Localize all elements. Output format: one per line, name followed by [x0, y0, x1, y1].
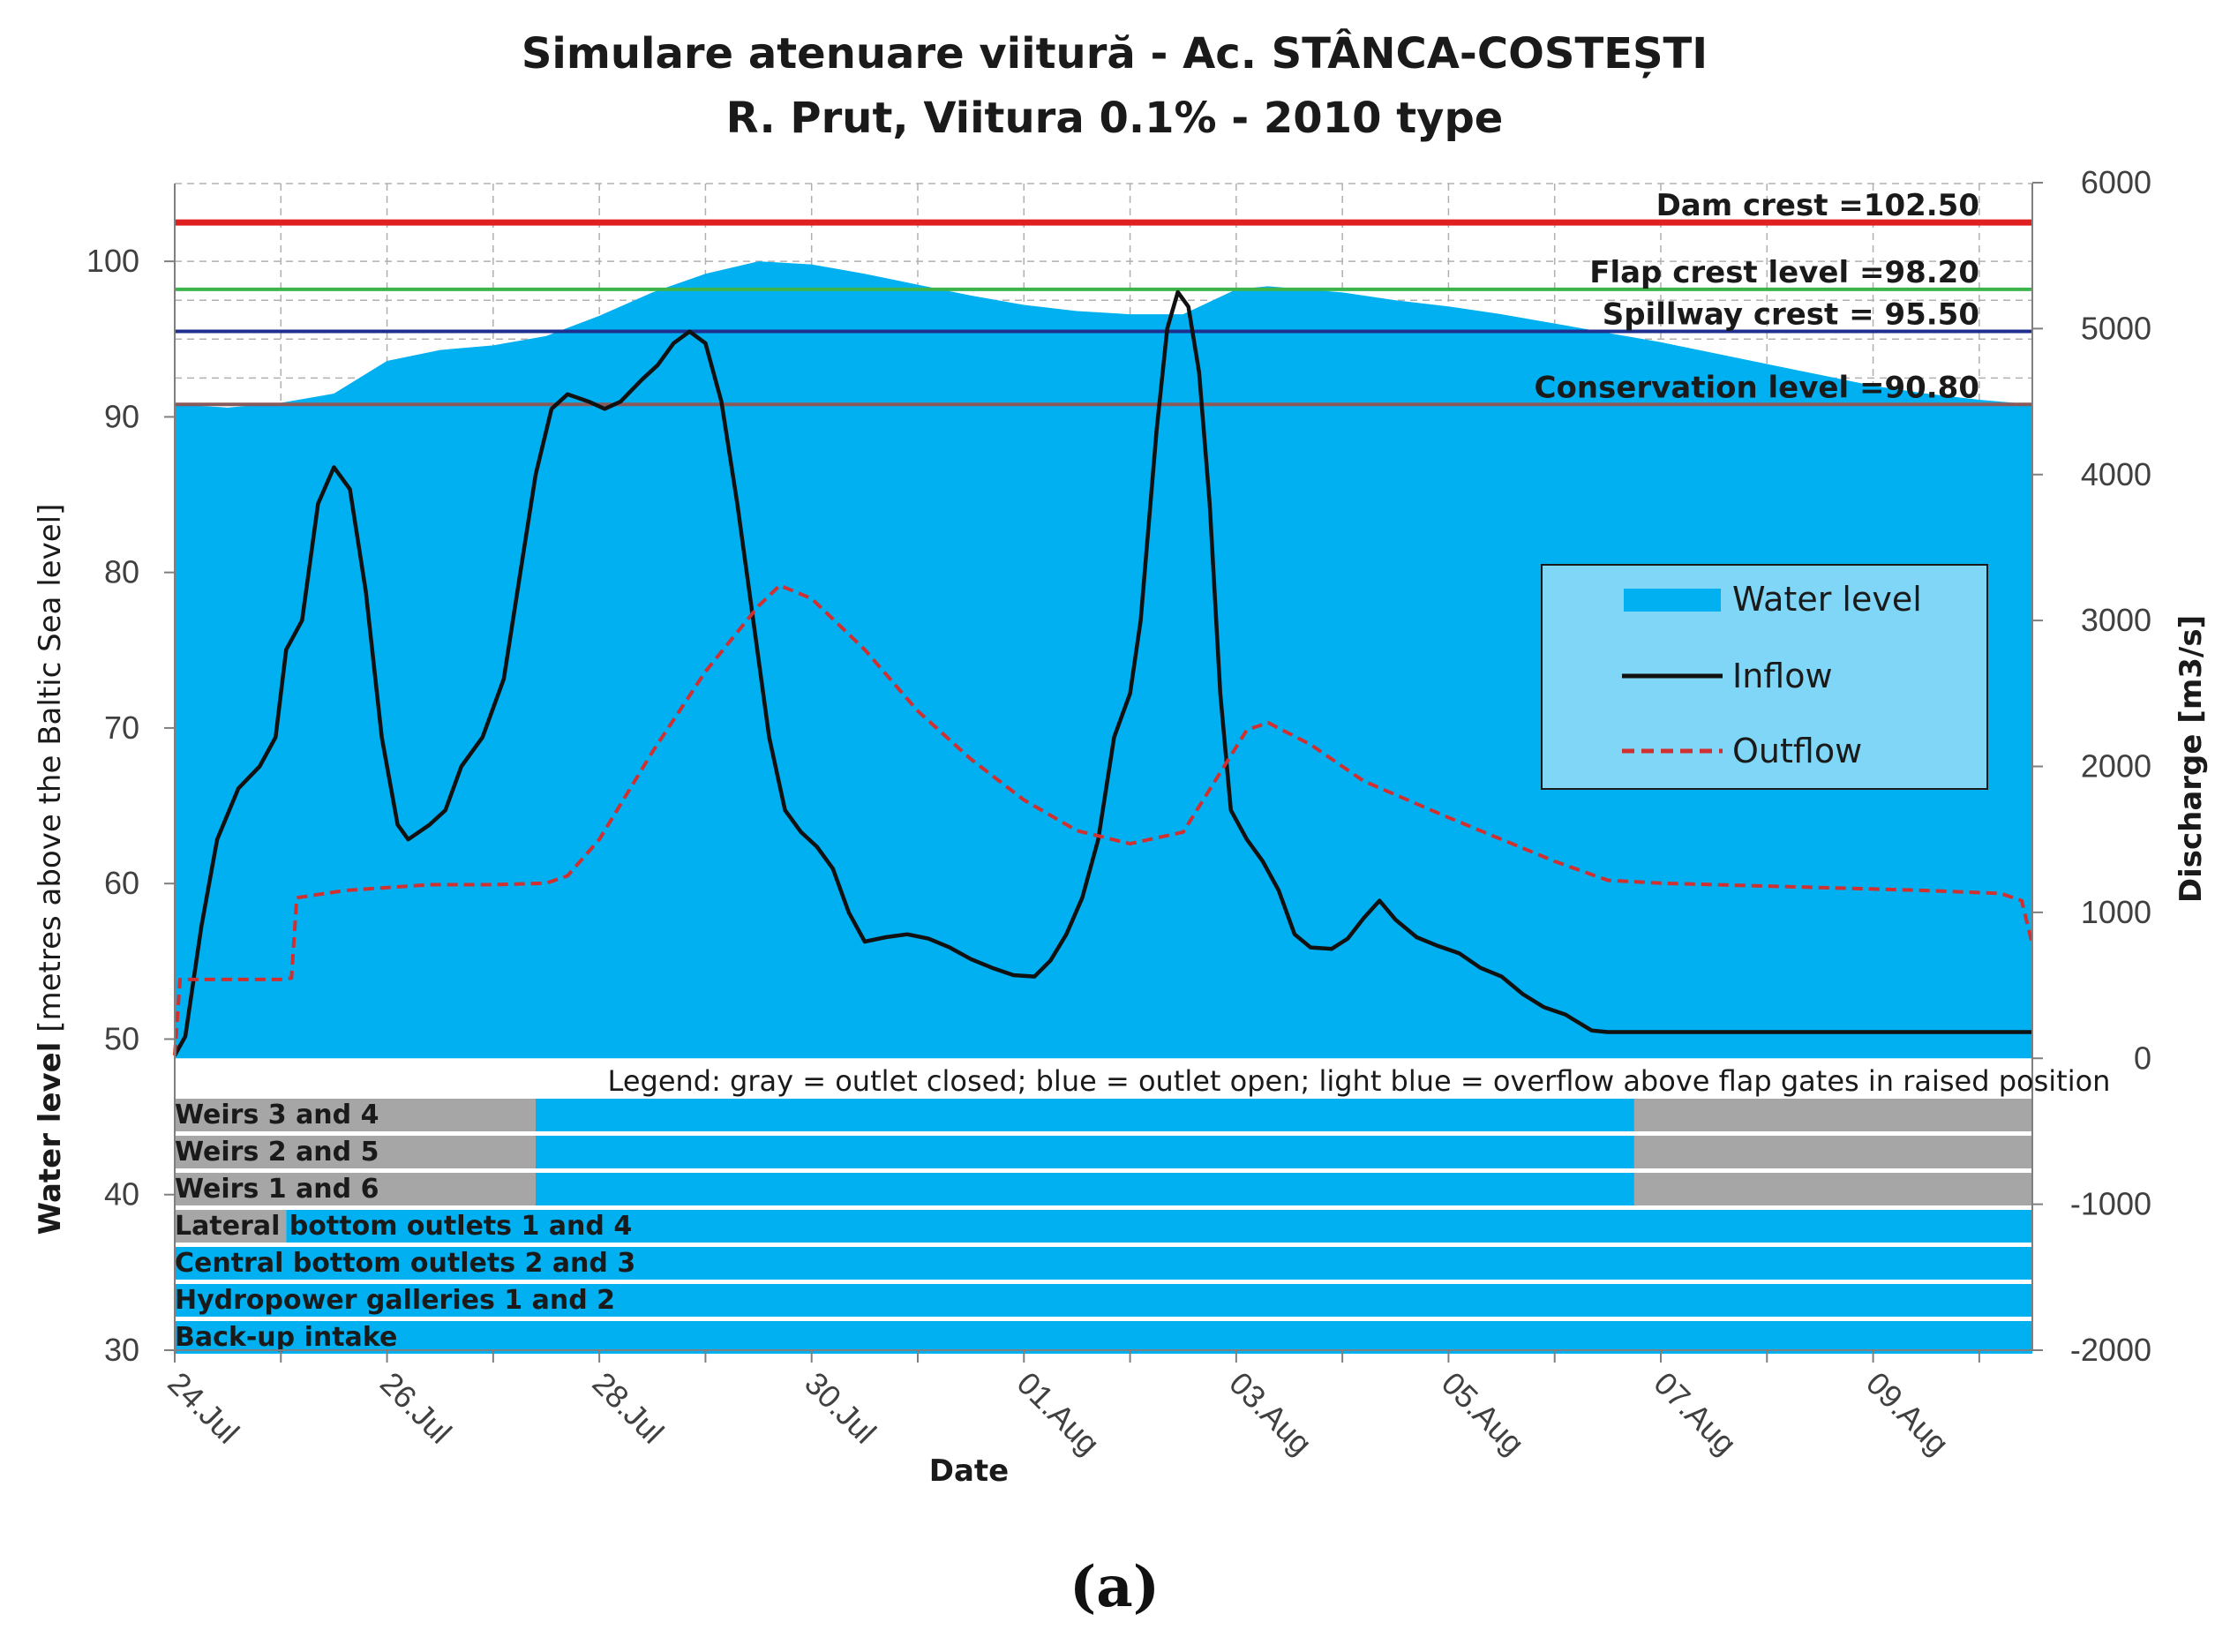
x-tick-label: 03.Aug	[1222, 1365, 1319, 1462]
gate-segment	[175, 1284, 2032, 1317]
gate-segment	[1633, 1136, 2032, 1168]
gate-legend-note: Legend: gray = outlet closed; blue = out…	[608, 1064, 2111, 1098]
y-tick-label: 100	[86, 243, 139, 279]
panel-label: (a)	[1070, 1554, 1160, 1620]
y-axis-title: Water level [metres above the Baltic Sea…	[33, 504, 68, 1235]
gate-segment	[535, 1173, 1634, 1205]
y2-tick-label: 5000	[2081, 310, 2151, 346]
legend-inflow-label: Inflow	[1732, 657, 1833, 695]
gate-segment	[175, 1321, 2032, 1354]
gate-segment	[286, 1210, 2032, 1243]
y-tick-label: 90	[104, 398, 139, 434]
reference-label-1: Flap crest level =98.20	[1589, 255, 1979, 290]
y-axis-title-rest: [metres above the Baltic Sea level]	[33, 504, 68, 1042]
chart-title-line2: R. Prut, Viitura 0.1% - 2010 type	[726, 94, 1504, 143]
legend-outflow-label: Outflow	[1732, 732, 1862, 770]
y-tick-label: 40	[104, 1176, 139, 1213]
x-tick-label: 26.Jul	[373, 1365, 459, 1451]
legend: Water level Inflow Outflow	[1541, 564, 1988, 790]
gate-status-bars: Weirs 3 and 4 Weirs 2 and 5 Weirs 1 and 6 L…	[175, 1099, 2032, 1354]
reference-lines: Dam crest =102.50 Flap crest level =98.20…	[175, 188, 2032, 407]
gate-segment	[175, 1136, 536, 1168]
inflow-line	[173, 289, 2032, 1056]
water-level-area	[175, 261, 2032, 1059]
x-tick-label: 05.Aug	[1435, 1365, 1532, 1462]
gate-label: Weirs 3 and 4	[175, 1100, 379, 1130]
y-tick-label: 60	[104, 865, 139, 901]
y-tick-label: 80	[104, 554, 139, 590]
gate-segment	[175, 1173, 536, 1205]
gate-segment	[1633, 1099, 2032, 1131]
y-axis-title-bold: Water level	[33, 1042, 68, 1235]
reference-label-0: Dam crest =102.50	[1656, 188, 1979, 223]
x-tick-label: 30.Jul	[798, 1365, 883, 1451]
water-level-area-layer	[175, 261, 2032, 1059]
y2-axis-title: Discharge [m3/s]	[2174, 615, 2209, 903]
outflow-line	[173, 583, 2034, 1056]
y-tick-label: 30	[104, 1332, 139, 1368]
x-tick-label: 01.Aug	[1010, 1365, 1107, 1462]
gate-segment	[175, 1247, 2032, 1280]
gate-label: Weirs 2 and 5	[175, 1137, 379, 1168]
gate-label: Lateral bottom outlets 1 and 4	[175, 1211, 632, 1242]
legend-water-level-swatch	[1624, 589, 1721, 612]
y2-tick-label: -1000	[2070, 1186, 2151, 1222]
y-tick-label: 70	[104, 710, 139, 746]
y2-tick-label: 4000	[2081, 456, 2151, 492]
y2-tick-label: 0	[2134, 1040, 2151, 1076]
discharge-lines	[173, 289, 2034, 1056]
gate-segment	[175, 1210, 287, 1243]
gate-segment	[535, 1136, 1634, 1168]
y2-tick-label: 2000	[2081, 748, 2151, 785]
reference-label-3: Conservation level =90.80	[1535, 370, 1979, 405]
gate-label: Weirs 1 and 6	[175, 1174, 379, 1205]
y2-tick-label: 1000	[2081, 894, 2151, 930]
x-tick-label: 24.Jul	[161, 1365, 246, 1451]
x-axis-title: Date	[929, 1453, 1009, 1489]
reference-label-2: Spillway crest = 95.50	[1603, 297, 1979, 332]
gate-label: Back-up intake	[175, 1322, 397, 1353]
y-tick-label: 50	[104, 1020, 139, 1056]
gate-segment	[535, 1099, 1634, 1131]
gate-label: Central bottom outlets 2 and 3	[175, 1248, 635, 1279]
y2-tick-label: 3000	[2081, 602, 2151, 638]
x-tick-label: 09.Aug	[1859, 1365, 1956, 1462]
legend-water-level-label: Water level	[1732, 580, 1922, 619]
y2-tick-label: 6000	[2081, 164, 2151, 200]
x-tick-label: 28.Jul	[585, 1365, 671, 1451]
chart-title-line1: Simulare atenuare viitură - Ac. STÂNCA-C…	[522, 28, 1708, 79]
gate-segment	[175, 1099, 536, 1131]
legend-box	[1541, 564, 1988, 790]
gate-label: Hydropower galleries 1 and 2	[175, 1285, 615, 1316]
y2-tick-label: -2000	[2070, 1332, 2151, 1368]
gate-segment	[1633, 1173, 2032, 1205]
x-tick-label: 07.Aug	[1647, 1365, 1744, 1462]
